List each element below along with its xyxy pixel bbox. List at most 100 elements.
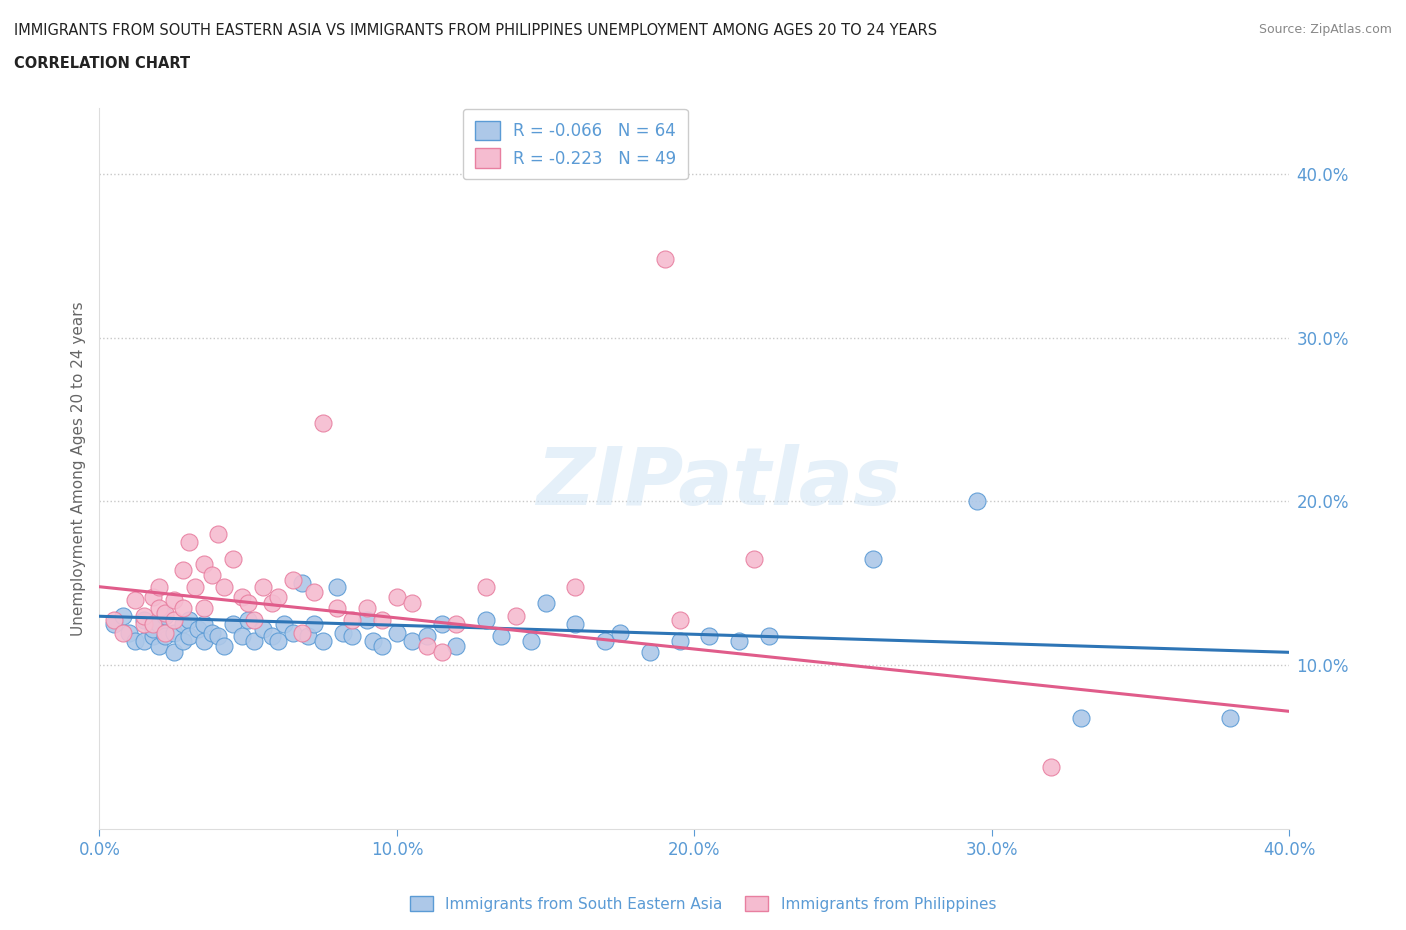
Point: [238, 596, 260, 611]
Point: [124, 633, 146, 648]
Point: [148, 617, 170, 631]
Point: [207, 526, 229, 541]
Y-axis label: Unemployment Among Ages 20 to 24 years: Unemployment Among Ages 20 to 24 years: [72, 301, 86, 636]
Legend: R = -0.066   N = 64, R = -0.223   N = 49: R = -0.066 N = 64, R = -0.223 N = 49: [463, 109, 688, 179]
Point: [142, 589, 165, 604]
Point: [260, 629, 283, 644]
Point: [297, 629, 319, 644]
Point: [966, 494, 988, 509]
Point: [862, 551, 884, 566]
Point: [148, 579, 170, 594]
Point: [260, 596, 283, 611]
Point: [505, 609, 527, 624]
Point: [356, 612, 378, 627]
Point: [193, 556, 215, 571]
Point: [112, 625, 135, 640]
Text: ZIPatlas: ZIPatlas: [536, 445, 901, 522]
Point: [163, 625, 186, 640]
Point: [385, 589, 408, 604]
Point: [291, 576, 314, 591]
Point: [177, 612, 200, 627]
Point: [163, 612, 186, 627]
Point: [103, 617, 125, 631]
Point: [172, 617, 194, 631]
Point: [356, 601, 378, 616]
Point: [697, 629, 720, 644]
Point: [201, 625, 224, 640]
Point: [281, 625, 304, 640]
Point: [163, 592, 186, 607]
Point: [172, 563, 194, 578]
Point: [728, 633, 751, 648]
Point: [142, 629, 165, 644]
Point: [153, 629, 176, 644]
Point: [193, 633, 215, 648]
Point: [430, 644, 453, 659]
Point: [326, 579, 349, 594]
Point: [132, 612, 155, 627]
Point: [415, 638, 437, 653]
Point: [112, 609, 135, 624]
Point: [668, 612, 690, 627]
Point: [1219, 711, 1241, 725]
Point: [132, 633, 155, 648]
Point: [281, 573, 304, 588]
Legend: Immigrants from South Eastern Asia, Immigrants from Philippines: Immigrants from South Eastern Asia, Immi…: [404, 889, 1002, 918]
Point: [124, 592, 146, 607]
Point: [201, 568, 224, 583]
Point: [142, 617, 165, 631]
Point: [148, 638, 170, 653]
Point: [118, 625, 141, 640]
Point: [415, 629, 437, 644]
Point: [183, 579, 205, 594]
Point: [142, 622, 165, 637]
Point: [430, 617, 453, 631]
Point: [273, 617, 295, 631]
Point: [222, 551, 245, 566]
Point: [187, 622, 209, 637]
Point: [342, 612, 364, 627]
Point: [654, 251, 676, 266]
Point: [1040, 760, 1063, 775]
Point: [222, 617, 245, 631]
Point: [1070, 711, 1092, 725]
Point: [172, 633, 194, 648]
Point: [332, 625, 354, 640]
Point: [231, 629, 253, 644]
Point: [564, 579, 586, 594]
Point: [311, 416, 333, 431]
Text: CORRELATION CHART: CORRELATION CHART: [14, 56, 190, 71]
Point: [385, 625, 408, 640]
Point: [302, 584, 325, 599]
Point: [243, 633, 266, 648]
Point: [326, 601, 349, 616]
Point: [758, 629, 780, 644]
Point: [564, 617, 586, 631]
Point: [252, 579, 274, 594]
Point: [291, 625, 314, 640]
Point: [342, 629, 364, 644]
Point: [243, 612, 266, 627]
Point: [267, 589, 290, 604]
Point: [401, 633, 423, 648]
Point: [238, 612, 260, 627]
Point: [267, 633, 290, 648]
Point: [214, 638, 236, 653]
Point: [371, 612, 394, 627]
Point: [153, 609, 176, 624]
Point: [534, 596, 557, 611]
Point: [475, 579, 498, 594]
Point: [489, 629, 512, 644]
Point: [103, 612, 125, 627]
Point: [475, 612, 498, 627]
Point: [207, 629, 229, 644]
Point: [311, 633, 333, 648]
Point: [446, 617, 468, 631]
Text: IMMIGRANTS FROM SOUTH EASTERN ASIA VS IMMIGRANTS FROM PHILIPPINES UNEMPLOYMENT A: IMMIGRANTS FROM SOUTH EASTERN ASIA VS IM…: [14, 23, 938, 38]
Point: [520, 633, 543, 648]
Point: [252, 622, 274, 637]
Point: [148, 601, 170, 616]
Point: [231, 589, 253, 604]
Point: [172, 601, 194, 616]
Point: [446, 638, 468, 653]
